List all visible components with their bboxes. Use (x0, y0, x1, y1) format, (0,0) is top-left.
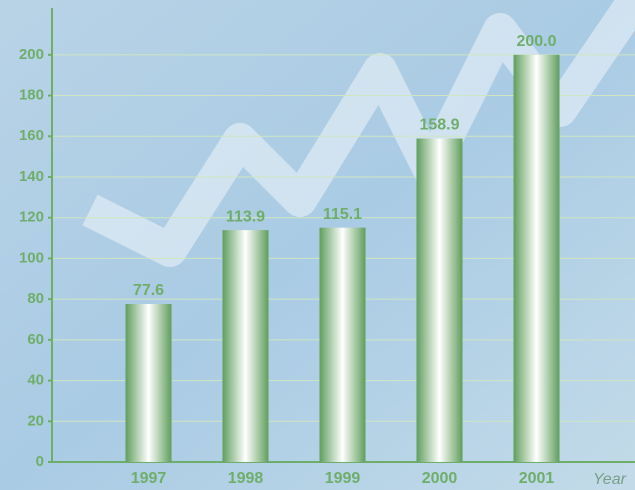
y-tick-label: 80 (27, 290, 44, 307)
value-label: 115.1 (323, 206, 362, 223)
value-label: 113.9 (226, 208, 265, 225)
y-tick-label: 180 (19, 87, 44, 104)
bar (319, 227, 366, 462)
bar (125, 304, 172, 462)
x-tick-label: 2000 (422, 470, 458, 487)
y-tick-label: 120 (19, 209, 44, 226)
bar (416, 138, 463, 462)
bar (513, 54, 560, 463)
bar (222, 230, 269, 462)
x-tick-label: 2001 (519, 470, 555, 487)
value-label: 200.0 (516, 33, 556, 50)
y-tick-label: 140 (19, 168, 44, 185)
x-tick-label: 1997 (131, 470, 167, 487)
y-tick-label: 160 (19, 127, 44, 144)
y-tick-label: 60 (27, 331, 44, 348)
y-tick-label: 100 (19, 249, 44, 266)
x-tick-label: 1999 (325, 470, 361, 487)
y-tick-label: 40 (27, 372, 44, 389)
value-label: 77.6 (133, 282, 164, 299)
x-tick-label: 1998 (228, 470, 264, 487)
y-tick-label: 0 (36, 453, 44, 470)
y-tick-label: 200 (19, 46, 44, 63)
value-label: 158.9 (419, 117, 459, 134)
y-tick-label: 20 (27, 412, 44, 429)
x-axis-label: Year (593, 471, 627, 488)
